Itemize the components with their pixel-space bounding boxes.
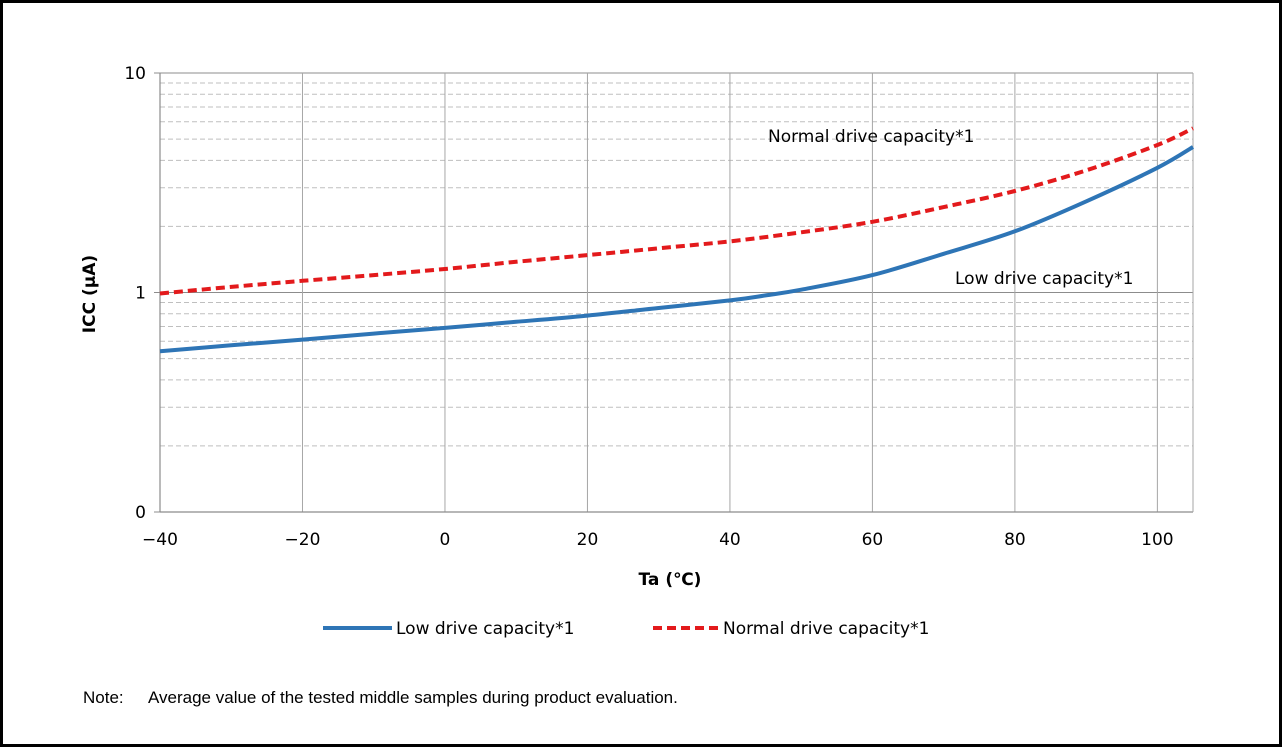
x-tick-label: 0 xyxy=(440,530,451,550)
y-tick-label: 10 xyxy=(124,64,146,84)
minor-gridlines xyxy=(160,82,1193,447)
series-lines xyxy=(159,126,1195,354)
y-axis-title: ICC (µA) xyxy=(80,255,100,333)
legend-label-normal-drive: Normal drive capacity*1 xyxy=(723,619,929,639)
x-tick-label: 20 xyxy=(577,530,599,550)
series-line-low-drive xyxy=(159,145,1195,354)
x-axis-title: Ta (℃) xyxy=(639,570,702,590)
annotation-normal-drive: Normal drive capacity*1 xyxy=(768,127,974,147)
y-tick-label: 1 xyxy=(135,284,146,304)
series-line-normal-drive xyxy=(159,126,1194,296)
y-tick-label: 0 xyxy=(135,503,146,523)
y-tick-labels: 0 1 10 xyxy=(124,64,146,523)
x-tick-label: −20 xyxy=(285,530,321,550)
note-prefix: Note: xyxy=(83,688,124,707)
legend: Low drive capacity*1 Normal drive capaci… xyxy=(323,619,929,639)
x-tick-label: 100 xyxy=(1141,530,1173,550)
annotation-low-drive: Low drive capacity*1 xyxy=(955,269,1133,289)
x-tick-label: −40 xyxy=(142,530,178,550)
x-tick-label: 40 xyxy=(719,530,741,550)
note-text: Average value of the tested middle sampl… xyxy=(148,688,678,707)
x-tick-labels: −40 −20 0 20 40 60 80 100 xyxy=(142,530,1174,550)
x-tick-label: 80 xyxy=(1004,530,1026,550)
legend-label-low-drive: Low drive capacity*1 xyxy=(396,619,574,639)
x-tick-label: 60 xyxy=(862,530,884,550)
